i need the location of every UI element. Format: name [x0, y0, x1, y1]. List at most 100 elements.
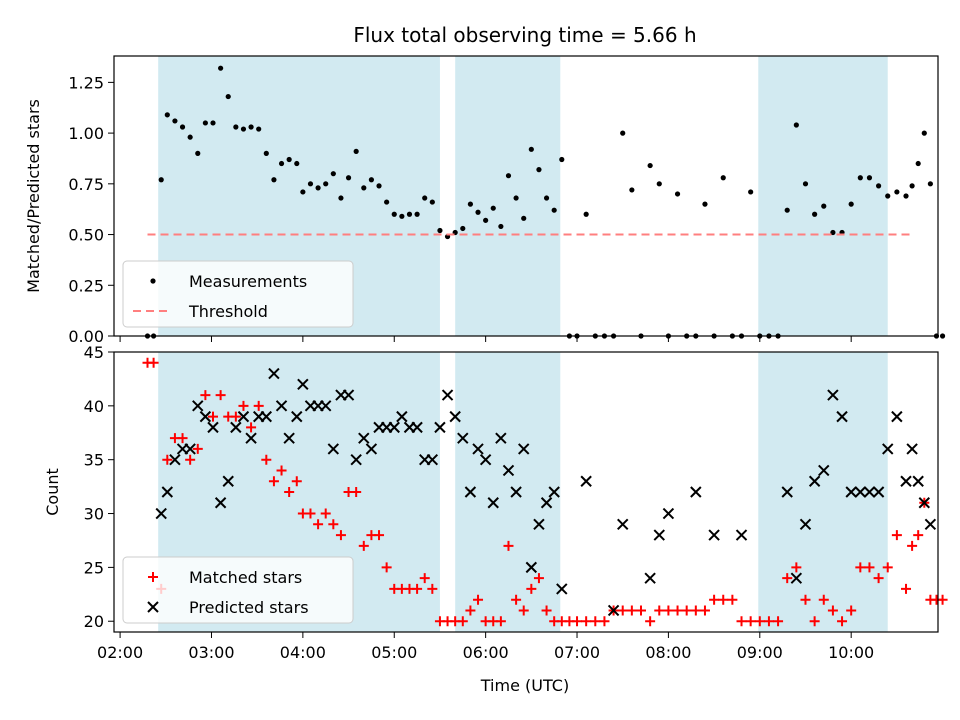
matched-star-point [268, 476, 279, 487]
matched-star-point [891, 530, 902, 541]
predicted-star-point [268, 367, 280, 380]
matched-star-point [465, 605, 476, 616]
predicted-star-point [155, 507, 167, 520]
predicted-star-point [291, 410, 303, 423]
x-tick-label: 09:00 [737, 643, 783, 662]
measurement-point [620, 130, 626, 136]
matched-star-point [818, 594, 829, 605]
measurement-point [218, 65, 224, 71]
measurement-point [460, 225, 466, 232]
matched-star-point [572, 616, 583, 627]
measurement-point [784, 207, 790, 213]
measurement-point [429, 199, 435, 205]
matched-star-point [351, 487, 362, 497]
predicted-star-point [457, 432, 469, 444]
measurement-point [422, 195, 428, 201]
matched-star-point [177, 433, 188, 444]
legend-box [122, 260, 354, 328]
measurement-point [536, 167, 542, 173]
measurement-point [559, 156, 565, 163]
measurement-point [543, 195, 550, 201]
measurement-point [921, 130, 927, 136]
measurement-point [866, 175, 873, 181]
predicted-star-point [891, 410, 903, 423]
measurement-point [793, 122, 799, 128]
matched-star-point [518, 605, 529, 616]
measurement-point [830, 229, 836, 236]
matched-star-point [412, 583, 423, 594]
predicted-star-point [192, 400, 204, 412]
predicted-star-point [836, 410, 848, 423]
predicted-star-point [169, 453, 181, 466]
measurement-point [263, 150, 269, 156]
predicted-star-point [617, 518, 629, 531]
matched-star-point [335, 530, 346, 541]
measurement-point [399, 213, 405, 219]
measurement-point [505, 173, 512, 179]
measurement-point [300, 189, 306, 195]
matched-star-point [599, 616, 610, 627]
y-tick-label: 35 [84, 451, 104, 470]
x-tick-label: 08:00 [645, 643, 691, 662]
predicted-star-point [472, 443, 484, 455]
measurement-point [406, 211, 413, 217]
measurement-point [848, 201, 854, 207]
measurement-point [172, 118, 178, 124]
measurement-point [857, 175, 863, 181]
matched-star-point [699, 605, 710, 616]
measurement-point [894, 189, 900, 195]
top-panel: 0.00 0.25 0.50 0.75 1.00 1.25 Matched/Predicte… [24, 55, 946, 346]
measurement-point [490, 205, 496, 211]
matched-star-point [148, 357, 159, 368]
predicted-star-point [781, 486, 793, 498]
matched-star-point [305, 508, 316, 519]
x-tick-label: 05:00 [371, 643, 417, 662]
matched-star-point [791, 562, 802, 573]
matched-star-point [541, 605, 552, 616]
matched-star-point [654, 605, 665, 616]
matched-star-point [261, 454, 272, 465]
measurement-point [353, 148, 359, 154]
predicted-star-point [350, 453, 362, 466]
observing-interval-shade [455, 352, 561, 632]
matched-star-point [672, 605, 683, 616]
measurement-point [583, 211, 589, 217]
matched-star-point [709, 594, 720, 605]
y-axis-label: Matched/Predicted stars [24, 99, 43, 293]
predicted-star-point [237, 410, 250, 423]
matched-star-point [427, 583, 438, 594]
matched-star-point [782, 573, 793, 584]
measurement-point [414, 211, 420, 217]
predicted-star-point [863, 486, 876, 498]
predicted-star-point [320, 400, 332, 412]
predicted-star-point [479, 453, 492, 466]
predicted-star-point [799, 518, 812, 531]
matched-star-point [503, 540, 514, 551]
measurement-point [927, 181, 933, 187]
measurement-point [150, 278, 156, 284]
measurement-point [368, 177, 375, 183]
matched-star-point [328, 519, 339, 530]
predicted-star-point [556, 583, 568, 595]
y-tick-label: 20 [84, 612, 104, 631]
measurement-point [233, 124, 239, 130]
matched-star-point [162, 454, 173, 465]
measurement-point [307, 181, 314, 187]
y-tick-label: 0.25 [68, 276, 104, 295]
measurement-point [483, 217, 489, 223]
matched-star-point [727, 594, 738, 605]
measurement-point [323, 181, 329, 187]
predicted-star-point [653, 529, 665, 541]
x-tick-label: 10:00 [828, 643, 874, 662]
predicted-star-point [199, 410, 212, 423]
matched-star-point [681, 605, 692, 616]
matched-star-point [511, 594, 522, 605]
matched-star-point [291, 476, 302, 487]
predicted-star-point [161, 486, 174, 498]
matched-star-point [320, 508, 331, 519]
measurement-point [187, 134, 193, 140]
observing-interval-shade [758, 352, 888, 632]
y-axis-label: Count [43, 468, 62, 516]
predicted-star-point [918, 497, 930, 509]
